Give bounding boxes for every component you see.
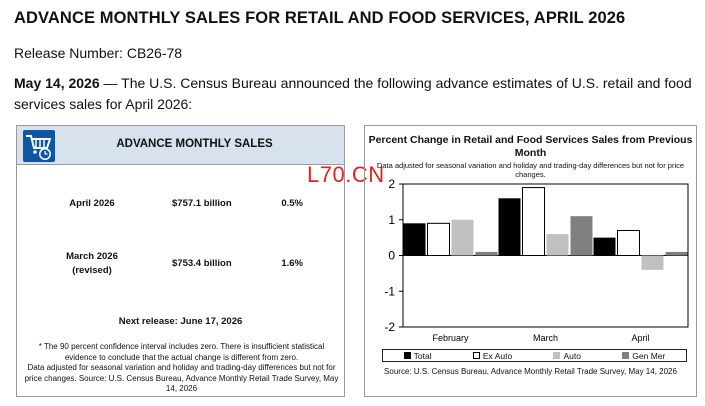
bar-auto-february: [451, 219, 474, 256]
legend-swatch: [472, 352, 480, 359]
y-tick-label: 0: [388, 249, 395, 263]
y-tick-label: -2: [384, 320, 395, 334]
bar-gen-mer-march: [570, 216, 593, 256]
row-pct-march: 1.6%: [281, 258, 303, 269]
watermark: L70.CN: [307, 162, 385, 187]
intro-text: — The U.S. Census Bureau announced the f…: [14, 75, 692, 112]
next-release: Next release: June 17, 2026: [118, 316, 243, 327]
intro-date: May 14, 2026: [14, 75, 100, 91]
chart-panel: Percent Change in Retail and Food Servic…: [364, 125, 697, 397]
chart-legend: Total Ex Auto Auto Gen Mer: [382, 349, 687, 362]
y-tick-label: 2: [388, 177, 395, 191]
legend-label: Auto: [563, 350, 581, 361]
legend-item-auto: Auto: [553, 351, 581, 361]
row-sublabel-march: (revised): [72, 265, 112, 276]
bar-gen-mer-april: [665, 251, 688, 256]
bar-auto-march: [546, 234, 569, 256]
row-value-april: $757.1 billion: [172, 198, 232, 209]
sales-panel-title: ADVANCE MONTHLY SALES: [116, 138, 273, 150]
row-pct-april: 0.5%: [281, 198, 303, 209]
bar-total-march: [498, 198, 521, 256]
bar-total-february: [403, 223, 426, 256]
footnote: * The 90 percent confidence interval inc…: [23, 342, 340, 395]
page-title: ADVANCE MONTHLY SALES FOR RETAIL AND FOO…: [14, 9, 626, 27]
x-category-label: April: [631, 333, 649, 343]
footnote-confidence: * The 90 percent confidence interval inc…: [38, 342, 325, 362]
chart-source: Source: U.S. Census Bureau, Advance Mont…: [384, 367, 677, 376]
legend-item-ex-auto: Ex Auto: [472, 350, 513, 361]
legend-label: Total: [413, 350, 432, 361]
chart-subtitle: Data adjusted for seasonal variation and…: [376, 161, 685, 179]
bar-gen-mer-february: [475, 251, 498, 256]
x-category-label: February: [432, 333, 469, 343]
legend-label: Ex Auto: [482, 350, 513, 361]
intro-paragraph: May 14, 2026 — The U.S. Census Bureau an…: [14, 73, 694, 115]
bar-ex-auto-april: [617, 229, 640, 256]
legend-swatch: [622, 352, 630, 359]
footnote-source: Data adjusted for seasonal variation and…: [24, 363, 339, 393]
legend-swatch: [403, 352, 411, 359]
bar-ex-auto-february: [427, 222, 450, 256]
chart-plot: 2 1 0 -1 -2 February March April: [384, 177, 689, 343]
shopping-cart-clock-icon: [23, 130, 55, 162]
legend-item-gen-mer: Gen Mer: [622, 351, 665, 361]
row-value-march: $753.4 billion: [172, 258, 232, 269]
row-label-march: March 2026: [66, 251, 118, 262]
chart-title: Percent Change in Retail and Food Servic…: [368, 134, 693, 159]
bar-ex-auto-march: [522, 187, 545, 257]
legend-swatch: [553, 352, 561, 359]
legend-label: Gen Mer: [632, 350, 666, 361]
row-label-april: April 2026: [69, 198, 115, 209]
y-tick-label: -1: [384, 284, 395, 298]
bar-total-april: [593, 237, 616, 256]
release-number: Release Number: CB26-78: [14, 45, 183, 61]
sales-panel-header: ADVANCE MONTHLY SALES: [17, 126, 344, 165]
legend-item-total: Total: [403, 350, 432, 361]
advance-sales-panel: ADVANCE MONTHLY SALES April 2026 $757.1 …: [16, 125, 345, 397]
bar-auto-april: [641, 255, 664, 270]
y-tick-label: 1: [388, 213, 395, 227]
x-category-label: March: [533, 333, 558, 343]
